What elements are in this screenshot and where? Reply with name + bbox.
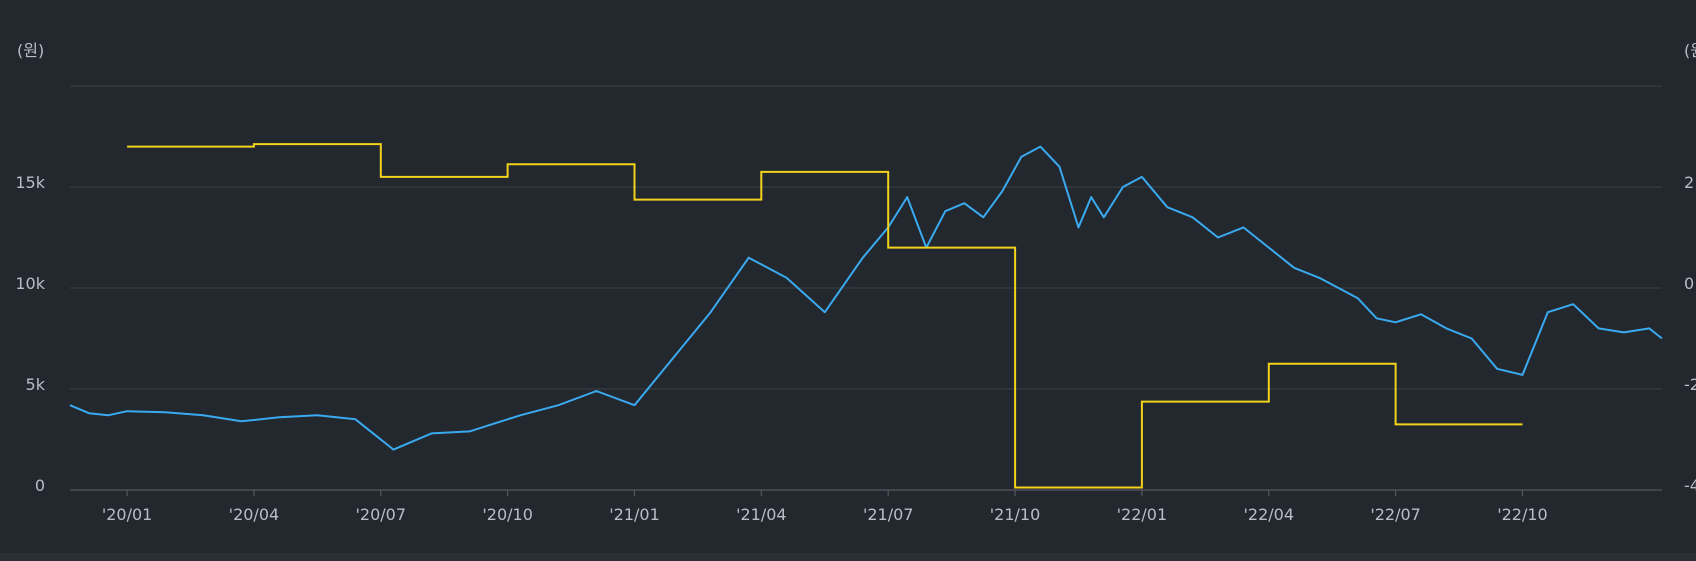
x-tick-label: '22/07 bbox=[1370, 505, 1421, 524]
right-y-tick-label: -4 bbox=[1684, 476, 1696, 495]
left-axis-unit: (원) bbox=[17, 41, 44, 60]
right-y-tick-label: 2 bbox=[1684, 173, 1694, 192]
x-tick-label: '20/01 bbox=[102, 505, 153, 524]
x-tick-label: '22/01 bbox=[1117, 505, 1168, 524]
x-tick-label: '20/10 bbox=[482, 505, 533, 524]
price-line bbox=[69, 145, 1663, 451]
right-y-tick-label: -2 bbox=[1684, 375, 1696, 394]
x-tick-label: '21/01 bbox=[609, 505, 660, 524]
x-tick-label: '20/07 bbox=[356, 505, 407, 524]
left-y-tick-label: 15k bbox=[15, 173, 45, 192]
right-y-axis: -4 -2 0 2 bbox=[1684, 173, 1696, 495]
grid-lines bbox=[70, 85, 1662, 491]
x-tick-label: '22/10 bbox=[1497, 505, 1548, 524]
left-y-tick-label: 5k bbox=[26, 375, 46, 394]
left-y-tick-label: 10k bbox=[15, 274, 45, 293]
x-tick-label: '21/10 bbox=[990, 505, 1041, 524]
bottom-scrollbar[interactable] bbox=[0, 553, 1696, 561]
x-tick-label: '21/04 bbox=[736, 505, 787, 524]
step-line bbox=[127, 143, 1523, 489]
series-layer bbox=[69, 143, 1663, 489]
left-y-tick-label: 0 bbox=[35, 476, 45, 495]
x-tick-label: '20/04 bbox=[229, 505, 280, 524]
x-tick-label: '21/07 bbox=[863, 505, 914, 524]
x-axis: '20/01 '20/04 '20/07 '20/10 '21/01 '21/04 '21/… bbox=[102, 490, 1548, 524]
left-y-axis: 0 5k 10k 15k bbox=[15, 173, 45, 495]
x-tick-label: '22/04 bbox=[1243, 505, 1294, 524]
right-axis-unit: (원) bbox=[1684, 41, 1696, 60]
right-y-tick-label: 0 bbox=[1684, 274, 1694, 293]
